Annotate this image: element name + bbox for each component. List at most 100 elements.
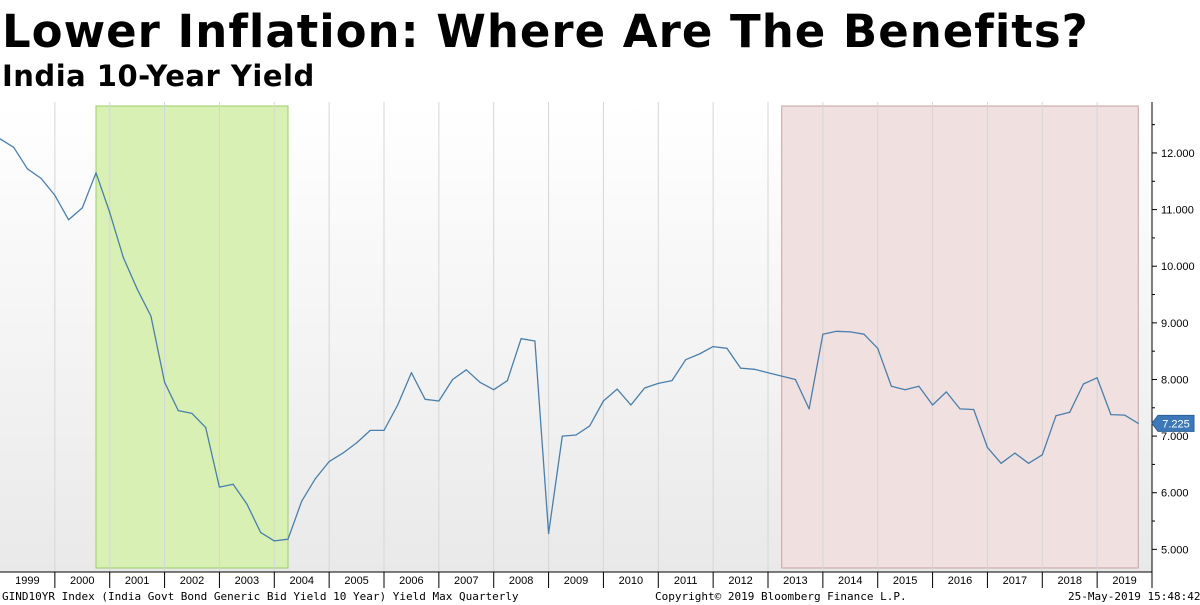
data-point [383, 429, 385, 432]
data-point [122, 257, 125, 259]
data-point [630, 404, 632, 406]
data-point [973, 408, 975, 411]
shaded-region [95, 105, 289, 569]
data-point [657, 382, 659, 385]
data-point [13, 146, 15, 148]
data-point [1055, 415, 1057, 417]
data-point [301, 500, 303, 502]
data-point [150, 315, 152, 317]
data-point [177, 410, 179, 412]
data-point [1082, 383, 1085, 385]
data-point [0, 138, 1, 140]
data-point [369, 429, 371, 432]
x-tick-label: 2014 [838, 575, 862, 587]
data-point [1110, 413, 1112, 416]
x-tick-label: 2010 [619, 575, 643, 587]
last-value-label: 7.225 [1162, 418, 1190, 430]
data-point [1027, 462, 1030, 464]
data-point [287, 538, 289, 540]
data-point [1000, 462, 1002, 464]
data-point [753, 368, 755, 370]
data-point [767, 372, 769, 374]
data-point [520, 338, 522, 340]
data-point [671, 380, 673, 382]
data-point [397, 404, 399, 406]
data-point [465, 369, 467, 371]
x-tick-label: 2007 [454, 575, 478, 587]
chart-subtitle: India 10-Year Yield [2, 59, 315, 93]
footer-ticker-description: GIND10YR Index (India Govt Bond Generic … [2, 590, 519, 603]
data-point [931, 404, 934, 406]
data-point [877, 347, 879, 349]
data-point [1137, 422, 1139, 424]
data-point [959, 408, 961, 410]
data-point [410, 372, 413, 374]
data-point [479, 381, 481, 383]
x-tick-label: 2003 [235, 575, 259, 587]
y-tick-label: 9.000 [1161, 318, 1189, 330]
x-tick-label: 2011 [674, 575, 698, 587]
data-point [451, 378, 454, 381]
data-point [424, 398, 426, 400]
data-point [1041, 454, 1043, 456]
y-tick-label: 5.000 [1161, 544, 1189, 556]
data-point [26, 168, 29, 170]
data-point [438, 400, 440, 402]
data-point [616, 388, 618, 390]
x-tick-label: 2006 [399, 575, 423, 587]
x-tick-label: 2018 [1057, 575, 1081, 587]
y-tick-label: 7.000 [1161, 431, 1189, 443]
data-point [273, 540, 275, 542]
data-point [918, 385, 920, 387]
data-point [232, 483, 234, 485]
data-point [314, 477, 317, 480]
data-point [506, 380, 509, 382]
x-tick-label: 2019 [1112, 575, 1136, 587]
data-point [40, 177, 42, 180]
y-tick-label: 12.000 [1161, 148, 1195, 160]
data-point [890, 385, 893, 387]
data-point [822, 333, 824, 335]
data-point [493, 389, 495, 391]
data-point [685, 359, 687, 361]
y-tick-label: 6.000 [1161, 488, 1189, 500]
data-point [67, 219, 70, 221]
x-tick-label: 2005 [344, 575, 368, 587]
x-tick-label: 2015 [893, 575, 917, 587]
y-tick-label: 11.000 [1161, 205, 1194, 217]
data-point [534, 340, 536, 342]
data-point [218, 486, 221, 488]
footer-timestamp: 25-May-2019 15:48:42 [1068, 590, 1200, 603]
x-tick-label: 2012 [728, 575, 752, 587]
x-tick-label: 2017 [1003, 575, 1027, 587]
data-point [547, 532, 550, 535]
data-point [1069, 411, 1071, 413]
series-line [0, 138, 1139, 542]
data-point [95, 172, 97, 174]
data-point [163, 381, 166, 383]
data-point [259, 531, 262, 533]
data-point [698, 353, 701, 355]
footer-copyright: Copyright© 2019 Bloomberg Finance L.P. [655, 590, 907, 603]
data-point [109, 211, 111, 214]
data-point [739, 367, 742, 369]
x-tick-label: 2001 [125, 575, 149, 587]
data-point [575, 434, 577, 436]
data-point [986, 446, 989, 449]
data-point [1096, 377, 1098, 379]
data-point [355, 442, 358, 444]
shaded-region [781, 105, 1139, 569]
x-tick-label: 2008 [509, 575, 533, 587]
x-tick-label: 2000 [70, 575, 94, 587]
data-point [863, 333, 865, 335]
data-point [849, 331, 851, 333]
data-point [328, 460, 330, 463]
x-tick-label: 2013 [783, 575, 807, 587]
y-tick-label: 8.000 [1161, 374, 1189, 386]
data-point [726, 347, 728, 349]
data-point [835, 330, 838, 332]
data-point [54, 194, 56, 197]
data-point [205, 427, 207, 429]
data-point [561, 435, 563, 437]
